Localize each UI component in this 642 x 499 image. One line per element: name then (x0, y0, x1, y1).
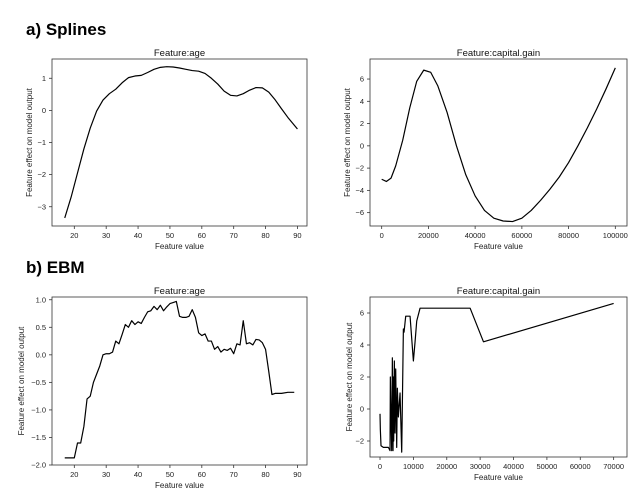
y-tick-label: 4 (360, 341, 364, 350)
y-axis-label: Feature effect on model output (343, 87, 352, 197)
x-tick-label: 100000 (603, 231, 628, 240)
chart-1: Feature:age Feature value Feature effect o… (25, 48, 308, 251)
chart-3: Feature:age Feature value Feature effect o… (17, 286, 308, 490)
y-axis-label: Feature effect on model output (345, 322, 354, 432)
plot-frame (51, 58, 308, 227)
x-tick-label: 80 (261, 231, 269, 240)
y-axis-label: Feature effect on model output (17, 326, 26, 436)
x-tick-label: 10000 (403, 462, 424, 471)
x-tick-label: 60000 (511, 231, 532, 240)
y-tick-label: 0 (42, 106, 46, 115)
y-tick-label: −2 (355, 164, 364, 173)
series-line (381, 67, 616, 223)
y-tick-label: 0 (360, 405, 364, 414)
y-tick-label: 0.0 (36, 350, 46, 359)
section-title-splines: a) Splines (26, 20, 107, 39)
y-tick-label: 0.5 (36, 323, 46, 332)
x-tick-label: 0 (378, 462, 382, 471)
y-tick-label: 1.0 (36, 295, 46, 304)
y-tick-label: 6 (360, 309, 364, 318)
x-axis-label: Feature value (155, 481, 204, 490)
x-tick-label: 40 (134, 231, 142, 240)
plot-frame (369, 296, 628, 458)
y-tick-label: 4 (360, 97, 364, 106)
x-tick-label: 0 (380, 231, 384, 240)
x-tick-label: 90 (293, 231, 301, 240)
y-tick-label: −1.0 (31, 406, 46, 415)
x-tick-label: 20000 (418, 231, 439, 240)
x-tick-label: 60 (198, 470, 206, 479)
x-tick-label: 50000 (536, 462, 557, 471)
section-title-ebm: b) EBM (26, 258, 85, 277)
x-tick-label: 40000 (465, 231, 486, 240)
x-tick-label: 20000 (436, 462, 457, 471)
x-axis-label: Feature value (474, 242, 523, 251)
chart-title: Feature:age (154, 48, 205, 59)
y-tick-label: 6 (360, 75, 364, 84)
y-axis-label: Feature effect on model output (25, 87, 34, 197)
y-tick-label: 2 (360, 119, 364, 128)
x-tick-label: 90 (293, 470, 301, 479)
series-line (379, 302, 614, 453)
y-tick-label: 1 (42, 74, 46, 83)
chart-4: Feature:capital.gain Feature value Feature… (345, 286, 628, 482)
y-tick-label: −6 (355, 208, 364, 217)
series-line (64, 300, 295, 459)
series-line (64, 66, 298, 219)
x-tick-label: 80 (261, 470, 269, 479)
x-tick-label: 60000 (570, 462, 591, 471)
plot-frame (369, 58, 628, 227)
x-tick-label: 70000 (603, 462, 624, 471)
y-tick-label: −1 (37, 138, 46, 147)
chart-2: Feature:capital.gain Feature value Feature… (343, 48, 628, 251)
y-tick-label: −3 (37, 202, 46, 211)
plot-frame (51, 296, 308, 466)
x-tick-label: 40000 (503, 462, 524, 471)
y-tick-label: −2.0 (31, 461, 46, 470)
y-tick-label: 2 (360, 373, 364, 382)
x-tick-label: 70 (230, 231, 238, 240)
x-tick-label: 50 (166, 231, 174, 240)
y-tick-label: −0.5 (31, 378, 46, 387)
x-tick-label: 20 (70, 231, 78, 240)
y-tick-label: −2 (37, 170, 46, 179)
x-axis-label: Feature value (155, 242, 204, 251)
x-axis-label: Feature value (474, 473, 523, 482)
chart-title: Feature:capital.gain (457, 48, 540, 59)
chart-title: Feature:capital.gain (457, 286, 540, 297)
x-tick-label: 60 (198, 231, 206, 240)
y-tick-label: −2 (355, 437, 364, 446)
y-tick-label: −4 (355, 186, 364, 195)
x-tick-label: 30 (102, 231, 110, 240)
x-tick-label: 40 (134, 470, 142, 479)
x-tick-label: 50 (166, 470, 174, 479)
x-tick-label: 80000 (558, 231, 579, 240)
y-tick-label: −1.5 (31, 433, 46, 442)
x-tick-label: 30000 (470, 462, 491, 471)
x-tick-label: 30 (102, 470, 110, 479)
x-tick-label: 20 (70, 470, 78, 479)
chart-title: Feature:age (154, 286, 205, 297)
x-tick-label: 70 (230, 470, 238, 479)
y-tick-label: 0 (360, 141, 364, 150)
